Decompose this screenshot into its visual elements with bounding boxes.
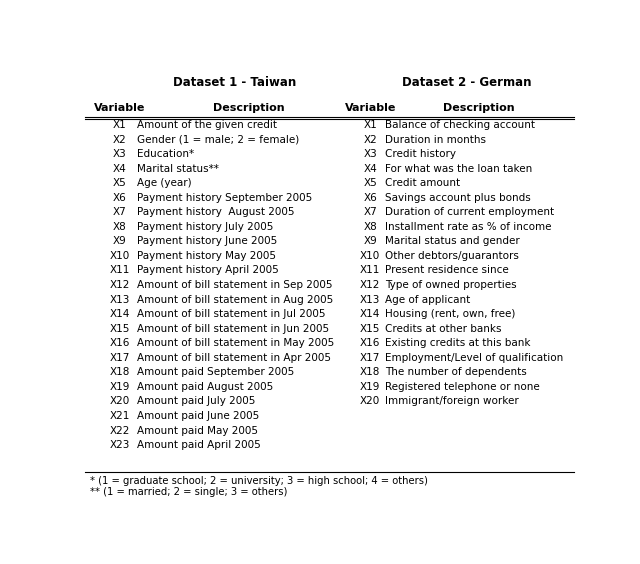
Text: ** (1 = married; 2 = single; 3 = others): ** (1 = married; 2 = single; 3 = others) — [90, 487, 287, 497]
Text: X9: X9 — [113, 236, 127, 246]
Text: The number of dependents: The number of dependents — [385, 367, 527, 377]
Text: X13: X13 — [109, 294, 130, 305]
Text: Registered telephone or none: Registered telephone or none — [385, 382, 540, 392]
Text: X19: X19 — [360, 382, 380, 392]
Text: Payment history July 2005: Payment history July 2005 — [137, 222, 273, 232]
Text: Amount paid June 2005: Amount paid June 2005 — [137, 411, 259, 421]
Text: X8: X8 — [113, 222, 127, 232]
Text: Amount of bill statement in Aug 2005: Amount of bill statement in Aug 2005 — [137, 294, 333, 305]
Text: Credit amount: Credit amount — [385, 178, 460, 188]
Text: Duration of current employment: Duration of current employment — [385, 208, 554, 217]
Text: X4: X4 — [113, 164, 127, 174]
Text: Amount paid August 2005: Amount paid August 2005 — [137, 382, 273, 392]
Text: X6: X6 — [364, 193, 377, 202]
Text: X15: X15 — [360, 324, 380, 334]
Text: * (1 = graduate school; 2 = university; 3 = high school; 4 = others): * (1 = graduate school; 2 = university; … — [90, 476, 428, 486]
Text: X3: X3 — [364, 149, 377, 159]
Text: X20: X20 — [109, 396, 130, 407]
Text: X2: X2 — [113, 135, 127, 144]
Text: X4: X4 — [364, 164, 377, 174]
Text: Amount of bill statement in Sep 2005: Amount of bill statement in Sep 2005 — [137, 280, 333, 290]
Text: Other debtors/guarantors: Other debtors/guarantors — [385, 251, 519, 261]
Text: X12: X12 — [360, 280, 380, 290]
Text: Amount of bill statement in Jul 2005: Amount of bill statement in Jul 2005 — [137, 309, 326, 319]
Text: Description: Description — [444, 103, 515, 113]
Text: X23: X23 — [109, 440, 130, 450]
Text: Dataset 1 - Taiwan: Dataset 1 - Taiwan — [173, 76, 296, 89]
Text: X1: X1 — [364, 120, 377, 130]
Text: X20: X20 — [360, 396, 380, 407]
Text: X5: X5 — [364, 178, 377, 188]
Text: Existing credits at this bank: Existing credits at this bank — [385, 338, 531, 348]
Text: Variable: Variable — [94, 103, 145, 113]
Text: X17: X17 — [109, 352, 130, 363]
Text: X7: X7 — [364, 208, 377, 217]
Text: Amount paid July 2005: Amount paid July 2005 — [137, 396, 255, 407]
Text: Payment history  August 2005: Payment history August 2005 — [137, 208, 294, 217]
Text: Marital status**: Marital status** — [137, 164, 219, 174]
Text: X6: X6 — [113, 193, 127, 202]
Text: Credit history: Credit history — [385, 149, 456, 159]
Text: X22: X22 — [109, 425, 130, 435]
Text: X5: X5 — [113, 178, 127, 188]
Text: Dataset 2 - German: Dataset 2 - German — [402, 76, 532, 89]
Text: Present residence since: Present residence since — [385, 266, 509, 275]
Text: Gender (1 = male; 2 = female): Gender (1 = male; 2 = female) — [137, 135, 300, 144]
Text: X14: X14 — [360, 309, 380, 319]
Text: Immigrant/foreign worker: Immigrant/foreign worker — [385, 396, 519, 407]
Text: Amount paid September 2005: Amount paid September 2005 — [137, 367, 294, 377]
Text: Amount paid April 2005: Amount paid April 2005 — [137, 440, 260, 450]
Text: Variable: Variable — [344, 103, 396, 113]
Text: For what was the loan taken: For what was the loan taken — [385, 164, 532, 174]
Text: X16: X16 — [360, 338, 380, 348]
Text: X2: X2 — [364, 135, 377, 144]
Text: X13: X13 — [360, 294, 380, 305]
Text: Marital status and gender: Marital status and gender — [385, 236, 520, 246]
Text: Credits at other banks: Credits at other banks — [385, 324, 502, 334]
Text: X19: X19 — [109, 382, 130, 392]
Text: Amount of bill statement in May 2005: Amount of bill statement in May 2005 — [137, 338, 334, 348]
Text: X9: X9 — [364, 236, 377, 246]
Text: Amount of bill statement in Apr 2005: Amount of bill statement in Apr 2005 — [137, 352, 331, 363]
Text: X17: X17 — [360, 352, 380, 363]
Text: Amount paid May 2005: Amount paid May 2005 — [137, 425, 258, 435]
Text: X16: X16 — [109, 338, 130, 348]
Text: Type of owned properties: Type of owned properties — [385, 280, 516, 290]
Text: Age (year): Age (year) — [137, 178, 191, 188]
Text: Balance of checking account: Balance of checking account — [385, 120, 535, 130]
Text: Age of applicant: Age of applicant — [385, 294, 470, 305]
Text: X11: X11 — [360, 266, 380, 275]
Text: Payment history September 2005: Payment history September 2005 — [137, 193, 312, 202]
Text: Amount of the given credit: Amount of the given credit — [137, 120, 277, 130]
Text: X15: X15 — [109, 324, 130, 334]
Text: X18: X18 — [109, 367, 130, 377]
Text: X8: X8 — [364, 222, 377, 232]
Text: Duration in months: Duration in months — [385, 135, 486, 144]
Text: X7: X7 — [113, 208, 127, 217]
Text: Education*: Education* — [137, 149, 194, 159]
Text: Savings account plus bonds: Savings account plus bonds — [385, 193, 531, 202]
Text: Amount of bill statement in Jun 2005: Amount of bill statement in Jun 2005 — [137, 324, 329, 334]
Text: X12: X12 — [109, 280, 130, 290]
Text: X3: X3 — [113, 149, 127, 159]
Text: Payment history April 2005: Payment history April 2005 — [137, 266, 279, 275]
Text: Payment history June 2005: Payment history June 2005 — [137, 236, 277, 246]
Text: Housing (rent, own, free): Housing (rent, own, free) — [385, 309, 515, 319]
Text: X11: X11 — [109, 266, 130, 275]
Text: Installment rate as % of income: Installment rate as % of income — [385, 222, 552, 232]
Text: X10: X10 — [109, 251, 130, 261]
Text: X10: X10 — [360, 251, 380, 261]
Text: X18: X18 — [360, 367, 380, 377]
Text: Payment history May 2005: Payment history May 2005 — [137, 251, 276, 261]
Text: Employment/Level of qualification: Employment/Level of qualification — [385, 352, 563, 363]
Text: X14: X14 — [109, 309, 130, 319]
Text: X1: X1 — [113, 120, 127, 130]
Text: Description: Description — [213, 103, 284, 113]
Text: X21: X21 — [109, 411, 130, 421]
